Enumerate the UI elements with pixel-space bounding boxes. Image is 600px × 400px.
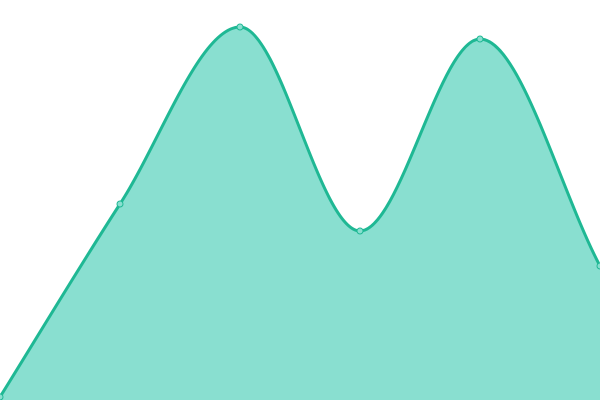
- data-point-5: [596, 262, 600, 270]
- data-point-1: [116, 200, 124, 208]
- data-point-2: [236, 23, 244, 31]
- series-line: [0, 25, 600, 398]
- data-points: [0, 23, 600, 400]
- area-fill: [0, 27, 600, 400]
- data-point-4: [476, 35, 484, 43]
- data-point-0: [0, 393, 4, 400]
- data-point-3: [356, 227, 364, 235]
